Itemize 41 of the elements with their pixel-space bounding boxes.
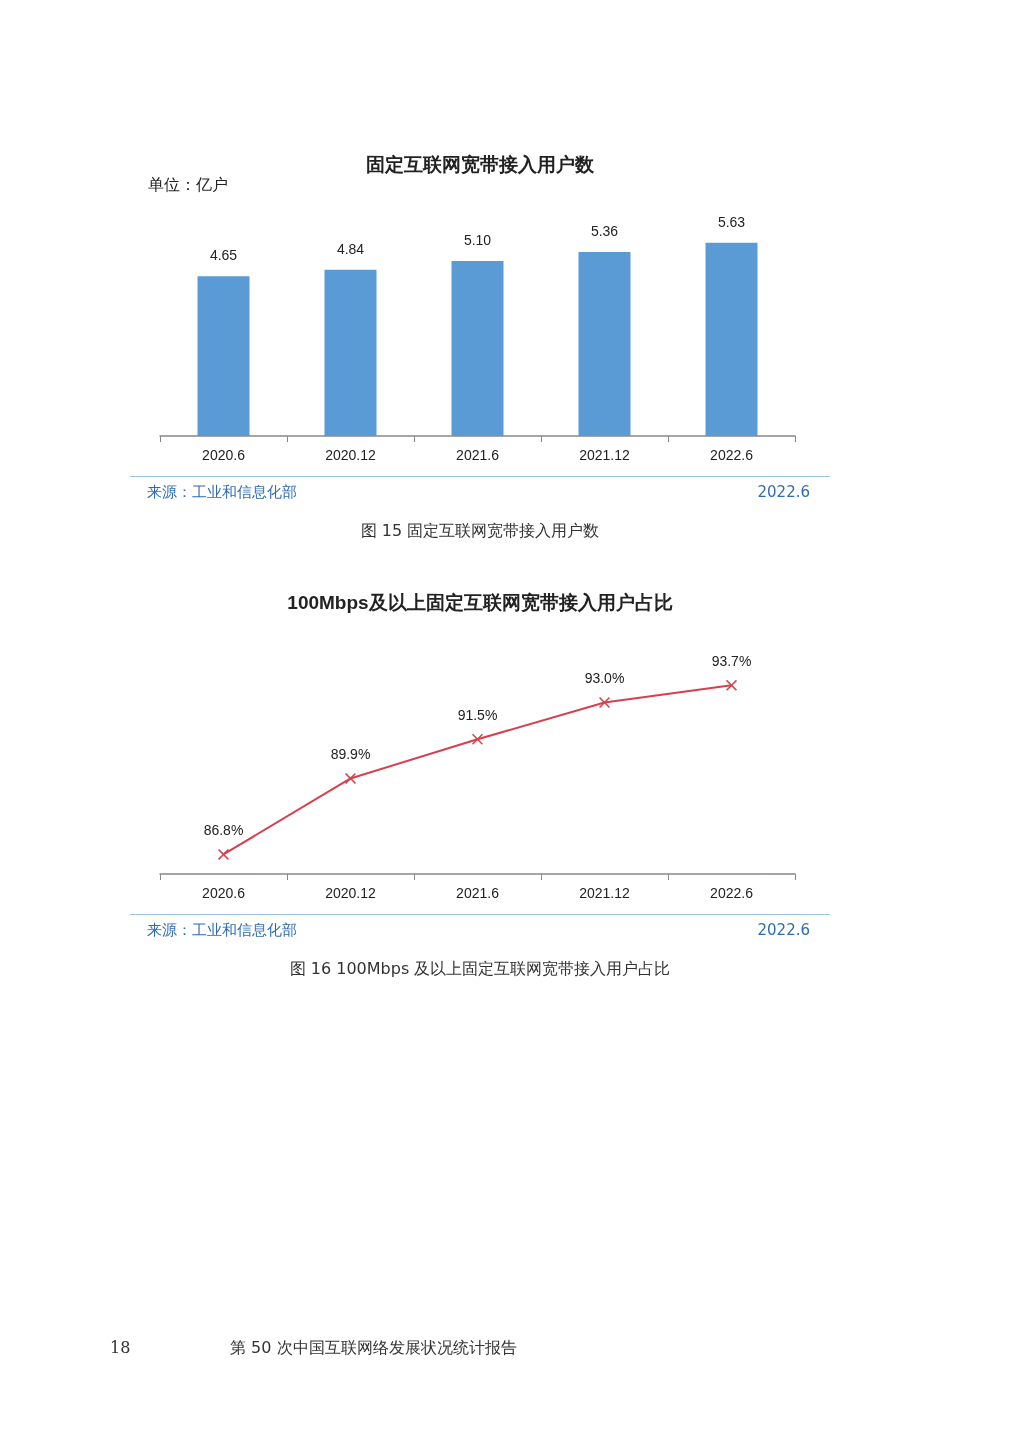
point [726,679,737,691]
data-label: 93.0% [584,670,625,686]
text: 18 [110,1338,131,1357]
point [345,772,356,784]
source-note: 来源：工业和信息化部 [147,921,297,940]
data-label: 91.5% [457,706,498,723]
data-label: 86.8% [203,821,244,838]
bar [451,260,504,436]
chart-title: 100Mbps及以上固定互联网宽带接入用户占比 [287,592,673,613]
x-tick-label: 2022.6 [710,447,754,463]
data-label: 5.36 [590,222,619,239]
point [599,697,610,708]
data-label: 4.84 [336,240,365,257]
x-tick-label: 2021.12 [579,447,631,463]
text: 第 50 次中国互联网络发展状况统计报告 [230,1338,517,1359]
data-label: 89.9% [330,745,371,762]
x-tick-label: 2021.12 [579,885,631,901]
x-tick-label: 2020.12 [325,447,377,463]
bar [578,251,631,436]
bar [197,276,250,436]
data-label: 5.63 [717,213,746,230]
point [218,848,229,860]
y-axis-title: 单位：亿户 [148,175,228,193]
x-tick-label: 2020.12 [325,885,377,901]
bar [324,269,377,436]
x-tick-label: 2020.6 [202,885,246,901]
text: 2022.6 [757,483,810,501]
chart-title: 固定互联网宽带接入用户数 [366,154,595,175]
source-note: 来源：工业和信息化部 [147,483,297,502]
x-tick-label: 2020.6 [202,447,246,463]
text: 2022.6 [757,921,810,939]
x-tick-label: 2021.6 [456,447,500,463]
bar [705,242,758,436]
x-tick-label: 2022.6 [710,885,754,901]
caption: 图 15 固定互联网宽带接入用户数 [359,521,601,542]
data-label: 4.65 [209,247,238,264]
data-label: 5.10 [463,231,492,248]
x-tick-label: 2021.6 [456,885,500,901]
point [472,733,483,745]
caption: 图 16 100Mbps 及以上固定互联网宽带接入用户占比 [288,959,672,980]
data-label: 93.7% [711,652,752,669]
